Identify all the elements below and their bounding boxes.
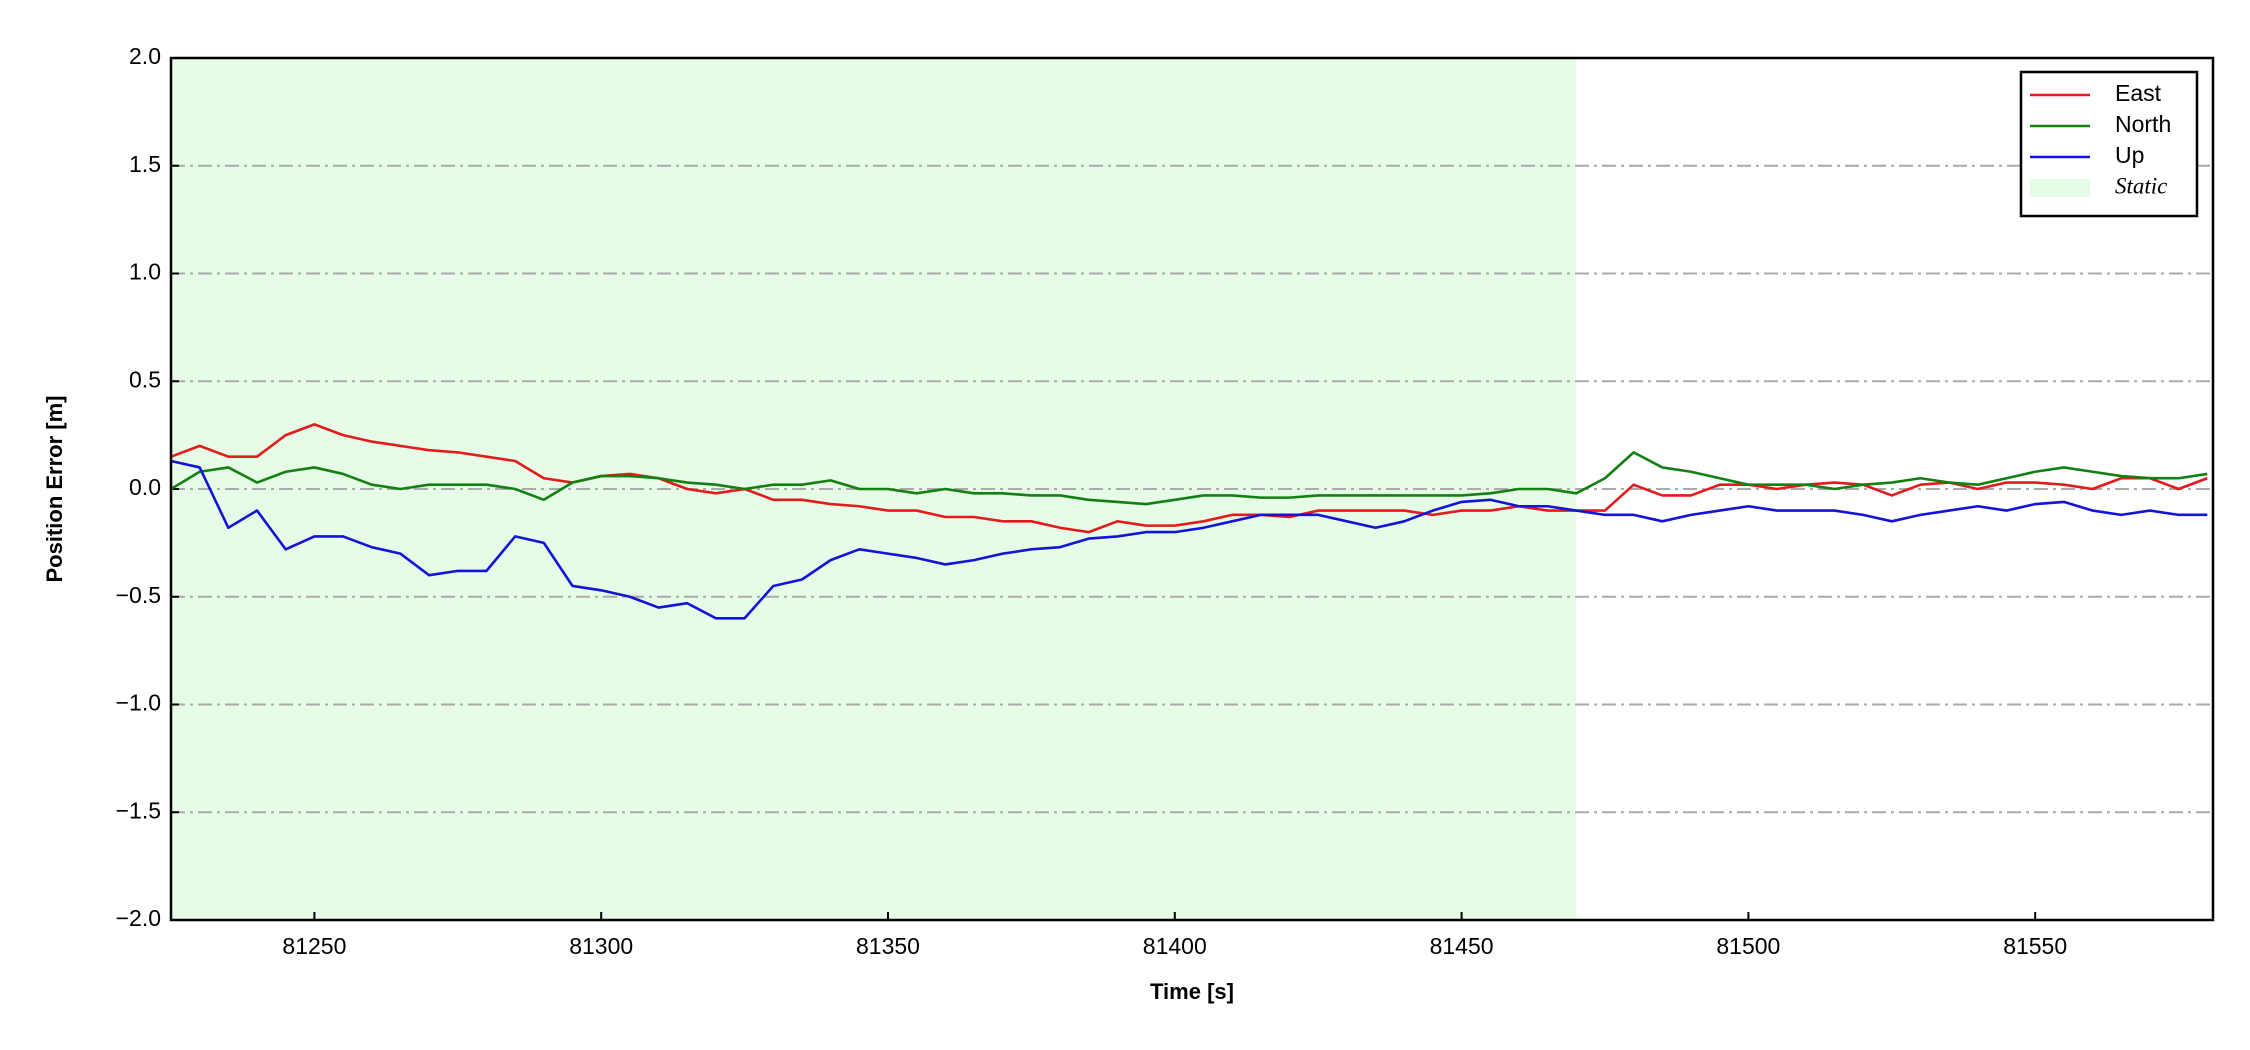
y-tick-label: −2.0 <box>116 905 161 931</box>
y-tick-label: −1.0 <box>116 690 161 716</box>
x-tick-label: 81400 <box>1143 933 1207 959</box>
y-tick-label: 2.0 <box>129 43 161 69</box>
series-line <box>170 459 2208 620</box>
legend-label: North <box>2115 111 2171 137</box>
x-tick-label: 81450 <box>1430 933 1494 959</box>
legend-label: East <box>2115 80 2162 106</box>
y-tick-label: 1.0 <box>129 259 161 285</box>
y-axis-label: Position Error [m] <box>42 395 67 582</box>
x-tick-label: 81550 <box>2003 933 2067 959</box>
legend-swatch <box>2030 179 2090 197</box>
y-tick-label: 1.5 <box>129 151 161 177</box>
legend-label: Static <box>2115 173 2167 198</box>
x-axis-label: Time [s] <box>1150 979 1234 1004</box>
x-tick-label: 81350 <box>856 933 920 959</box>
x-tick-label: 81500 <box>1716 933 1780 959</box>
y-tick-label: −0.5 <box>116 582 161 608</box>
y-tick-label: 0.0 <box>129 474 161 500</box>
legend-label: Up <box>2115 142 2144 168</box>
x-tick-label: 81250 <box>282 933 346 959</box>
y-tick-label: 0.5 <box>129 366 161 392</box>
y-tick-label: −1.5 <box>116 797 161 823</box>
series-line <box>170 423 2208 534</box>
x-tick-label: 81300 <box>569 933 633 959</box>
series-line <box>170 451 2208 506</box>
legend: East North Up Static <box>2019 70 2199 218</box>
plot-frame <box>169 56 2215 922</box>
